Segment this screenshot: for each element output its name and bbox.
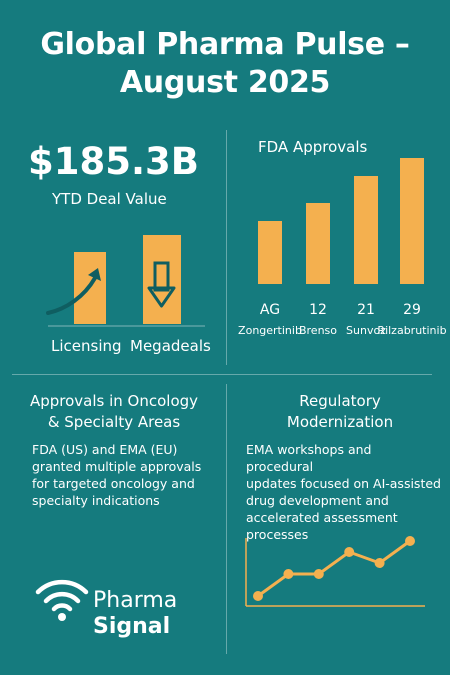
regulatory-body-line: updates focused on AI-assisted (246, 476, 441, 491)
oncology-heading-line-2: & Specialty Areas (47, 413, 181, 431)
logo-wordmark: Pharma Signal (93, 588, 177, 640)
regulatory-body: EMA workshops and procedural updates foc… (246, 441, 442, 543)
oncology-body-line: for targeted oncology and (32, 476, 195, 491)
regulatory-heading-line-2: Modernization (286, 413, 394, 431)
middle-divider (12, 374, 432, 375)
regulatory-body-line: accelerated assessment (246, 510, 398, 525)
megadeals-bar (143, 235, 181, 324)
fda-bar-category-label: Brenso (298, 324, 338, 337)
fda-bar-value-label: 29 (403, 302, 421, 318)
fda-bar (258, 221, 282, 284)
signal-wifi-icon (35, 579, 89, 621)
oncology-heading: Approvals in Oncology & Specialty Areas (14, 391, 214, 433)
top-divider-vertical (226, 130, 227, 365)
ytd-deal-value: $185.3B (28, 140, 199, 183)
fda-bar (306, 203, 330, 284)
trend-point (253, 591, 263, 601)
fda-approvals-title: FDA Approvals (258, 138, 368, 156)
trend-line (257, 539, 411, 598)
trend-point (283, 569, 294, 579)
fda-bar-value-label: AG (259, 302, 281, 318)
trend-point (344, 547, 355, 557)
regulatory-body-line: processes (246, 527, 309, 542)
megadeals-label: Megadeals (130, 337, 211, 355)
regulatory-heading: Regulatory Modernization (240, 391, 440, 433)
bottom-divider-vertical (226, 384, 227, 654)
logo-word-pharma: Pharma (93, 588, 178, 613)
fda-bar-value-label: 12 (309, 302, 327, 318)
oncology-body-line: granted multiple approvals (32, 459, 202, 474)
arrow-down-icon (147, 261, 176, 308)
oncology-body-line: specialty indications (32, 493, 160, 508)
logo-word-signal: Signal (93, 614, 171, 639)
fda-bar-category-label: Sunvoz (346, 324, 386, 337)
page-title: Global Pharma Pulse – August 2025 (0, 26, 450, 102)
ytd-deal-label: YTD Deal Value (52, 190, 167, 208)
arrow-up-right-icon (46, 268, 101, 315)
regulatory-heading-line-1: Regulatory (299, 392, 381, 410)
licensing-label: Licensing (51, 337, 122, 355)
regulatory-body-line: drug development and (246, 493, 389, 508)
fda-bar (354, 176, 378, 284)
title-line-1: Global Pharma Pulse – (40, 27, 410, 62)
fda-bar (400, 158, 424, 284)
oncology-body: FDA (US) and EMA (EU) granted multiple a… (32, 441, 222, 509)
deal-bars-graphic (46, 235, 205, 327)
fda-bar-value-label: 21 (357, 302, 375, 318)
oncology-body-line: FDA (US) and EMA (EU) (32, 442, 178, 457)
title-line-2: August 2025 (119, 65, 331, 100)
trend-point (313, 569, 324, 579)
regulatory-body-line: EMA workshops and procedural (246, 442, 372, 474)
fda-bar-category-label: Zongertinib (238, 324, 302, 337)
oncology-heading-line-1: Approvals in Oncology (29, 392, 199, 410)
fda-bar-category-label: Rilzabrutinib (377, 324, 447, 337)
trend-point (374, 558, 385, 568)
